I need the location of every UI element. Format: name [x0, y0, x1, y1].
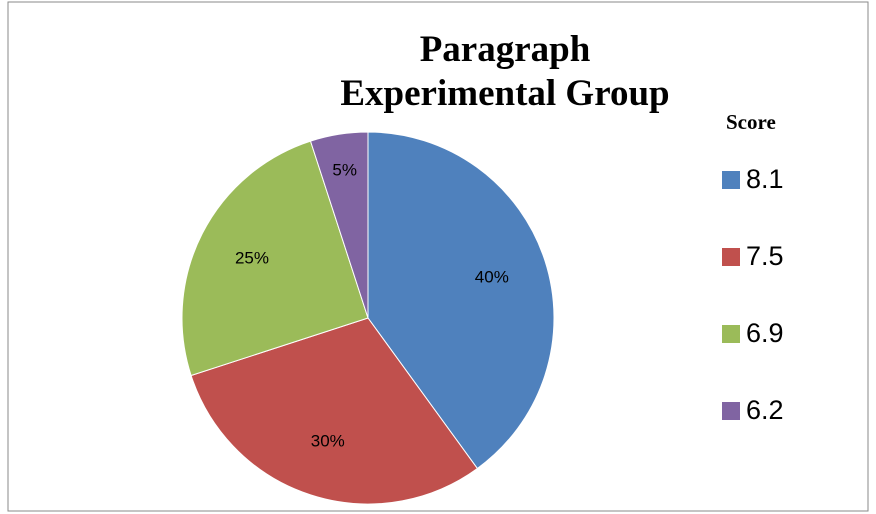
legend-swatch — [722, 325, 740, 343]
legend-swatch — [722, 248, 740, 266]
data-label: 40% — [475, 267, 509, 286]
legend-label: 6.2 — [746, 395, 784, 425]
pie-slice — [181, 140, 369, 377]
legend-title: Score — [726, 110, 776, 134]
legend-swatch — [722, 402, 740, 420]
data-label: 30% — [311, 431, 345, 450]
legend-swatch — [722, 171, 740, 189]
legend-label: 8.1 — [746, 164, 784, 194]
legend-label: 7.5 — [746, 241, 784, 271]
data-label: 5% — [332, 161, 357, 180]
pie-slice — [190, 317, 479, 505]
pie-slice — [309, 131, 369, 319]
legend-label: 6.9 — [746, 318, 784, 348]
chart-title: Paragraph Experimental Group — [340, 29, 670, 114]
data-label: 25% — [235, 248, 269, 267]
pie-slice — [367, 131, 555, 470]
